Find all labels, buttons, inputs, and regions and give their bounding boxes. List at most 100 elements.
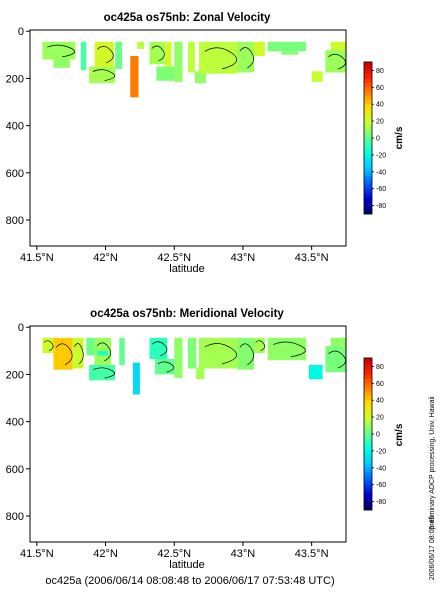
y-tick-label: 800 — [6, 215, 24, 227]
contour-line — [328, 53, 346, 70]
contour-line — [97, 46, 114, 64]
colorbar-segment — [364, 209, 372, 215]
velocity-cell — [311, 71, 323, 82]
velocity-cell — [267, 41, 307, 52]
velocity-cell — [237, 41, 254, 73]
colorbar-segment — [364, 171, 372, 177]
contour-line — [92, 367, 116, 379]
contour-line — [96, 342, 112, 362]
meridional-chart-title: oc425a os75nb: Meridional Velocity — [90, 308, 284, 320]
zonal-velocity-panel: oc425a os75nb: Zonal Velocity 41.5°N 42°N… — [6, 12, 405, 275]
colorbar-segment — [364, 108, 372, 113]
zonal-colorbar-label: cm/s — [394, 126, 405, 149]
contour-line — [157, 361, 175, 373]
velocity-cell — [97, 350, 109, 356]
velocity-cell — [53, 337, 73, 370]
x-tick-label: 43.5°N — [295, 252, 329, 264]
colorbar-segment — [364, 358, 372, 363]
colorbar-segment — [364, 472, 372, 477]
meridional-colorbar-label: cm/s — [394, 423, 405, 446]
contour-line — [204, 47, 238, 70]
contour-line — [151, 341, 168, 357]
colorbar-segment — [364, 121, 372, 126]
colorbar-tick-label: -40 — [376, 169, 386, 176]
velocity-cell — [253, 337, 265, 354]
colorbar-segment — [364, 417, 372, 422]
colorbar-segment — [364, 455, 372, 460]
colorbar-segment — [364, 125, 372, 130]
colorbar-segment — [364, 366, 372, 371]
colorbar-segment — [364, 442, 372, 447]
contour-line — [255, 340, 266, 352]
zonal-colorbar: 80 60 40 20 0 -20 -40 -60 -80 — [363, 61, 386, 215]
velocity-cell — [42, 337, 54, 354]
colorbar-segment — [364, 197, 372, 202]
colorbar-segment — [364, 176, 372, 181]
colorbar-segment — [364, 434, 372, 439]
colorbar-tick-label: -80 — [376, 499, 386, 506]
colorbar-segment — [364, 138, 372, 143]
colorbar-segment — [364, 476, 372, 481]
colorbar-segment — [364, 467, 372, 473]
x-tick-label: 42°N — [93, 548, 118, 560]
colorbar-tick-label: 40 — [376, 102, 384, 109]
velocity-cell — [80, 41, 87, 71]
colorbar-tick-label: 60 — [376, 85, 384, 92]
colorbar-segment — [364, 446, 372, 452]
colorbar-segment — [364, 95, 372, 101]
colorbar-segment — [364, 484, 372, 490]
colorbar-segment — [364, 438, 372, 443]
velocity-cell — [94, 41, 114, 67]
colorbar-segment — [364, 412, 372, 418]
contour-line — [239, 47, 254, 69]
meridional-x-axis-label: latitude — [169, 559, 204, 571]
velocity-cell — [72, 337, 84, 369]
processing-date: 2006/06/17 08:05:45 — [429, 516, 436, 580]
y-tick-label: 0 — [18, 26, 24, 38]
zonal-x-axis-label: latitude — [169, 263, 204, 275]
velocity-cell — [174, 41, 183, 82]
meridional-plot-frame — [29, 325, 347, 543]
footer-time-range: oc425a (2006/06/14 08:08:48 to 2006/06/1… — [45, 575, 334, 587]
colorbar-tick-label: 80 — [376, 364, 384, 371]
velocity-cell — [308, 365, 323, 380]
colorbar-segment — [364, 142, 372, 147]
colorbar-segment — [364, 163, 372, 168]
x-tick-label: 41.5°N — [20, 252, 54, 264]
velocity-cell — [89, 365, 116, 381]
colorbar-segment — [364, 167, 372, 173]
x-tick-label: 43°N — [231, 548, 256, 560]
colorbar-tick-label: -20 — [376, 448, 386, 455]
meridional-colorbar: 80 60 40 20 0 -20 -40 -60 -80 — [363, 357, 386, 511]
colorbar-segment — [364, 133, 372, 139]
contour-line — [204, 343, 238, 365]
velocity-cell — [237, 337, 254, 370]
colorbar-segment — [364, 83, 372, 88]
colorbar-segment — [364, 192, 372, 198]
velocity-cell — [149, 337, 168, 359]
contour-line — [273, 341, 306, 358]
zonal-plot-frame — [29, 29, 347, 247]
colorbar-segment — [364, 387, 372, 393]
velocity-cell — [86, 337, 95, 356]
colorbar-segment — [364, 129, 372, 135]
colorbar-segment — [364, 116, 372, 122]
colorbar-segment — [364, 425, 372, 431]
colorbar-segment — [364, 505, 372, 511]
contour-line — [239, 343, 254, 366]
velocity-cell — [156, 66, 175, 81]
colorbar-segment — [364, 383, 372, 388]
contour-line — [328, 350, 346, 369]
colorbar-tick-label: -20 — [376, 152, 386, 159]
colorbar-segment — [364, 201, 372, 206]
y-tick-label: 200 — [6, 369, 24, 381]
colorbar-tick-label: -60 — [376, 186, 386, 193]
contour-line — [151, 45, 165, 62]
colorbar-tick-label: 0 — [376, 136, 380, 143]
colorbar-segment — [364, 459, 372, 464]
colorbar-segment — [364, 87, 372, 92]
colorbar-segment — [364, 104, 372, 109]
velocity-cell — [253, 41, 265, 56]
contour-line — [92, 69, 116, 81]
